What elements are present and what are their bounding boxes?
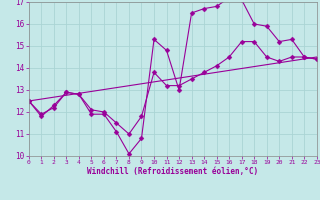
X-axis label: Windchill (Refroidissement éolien,°C): Windchill (Refroidissement éolien,°C)	[87, 167, 258, 176]
